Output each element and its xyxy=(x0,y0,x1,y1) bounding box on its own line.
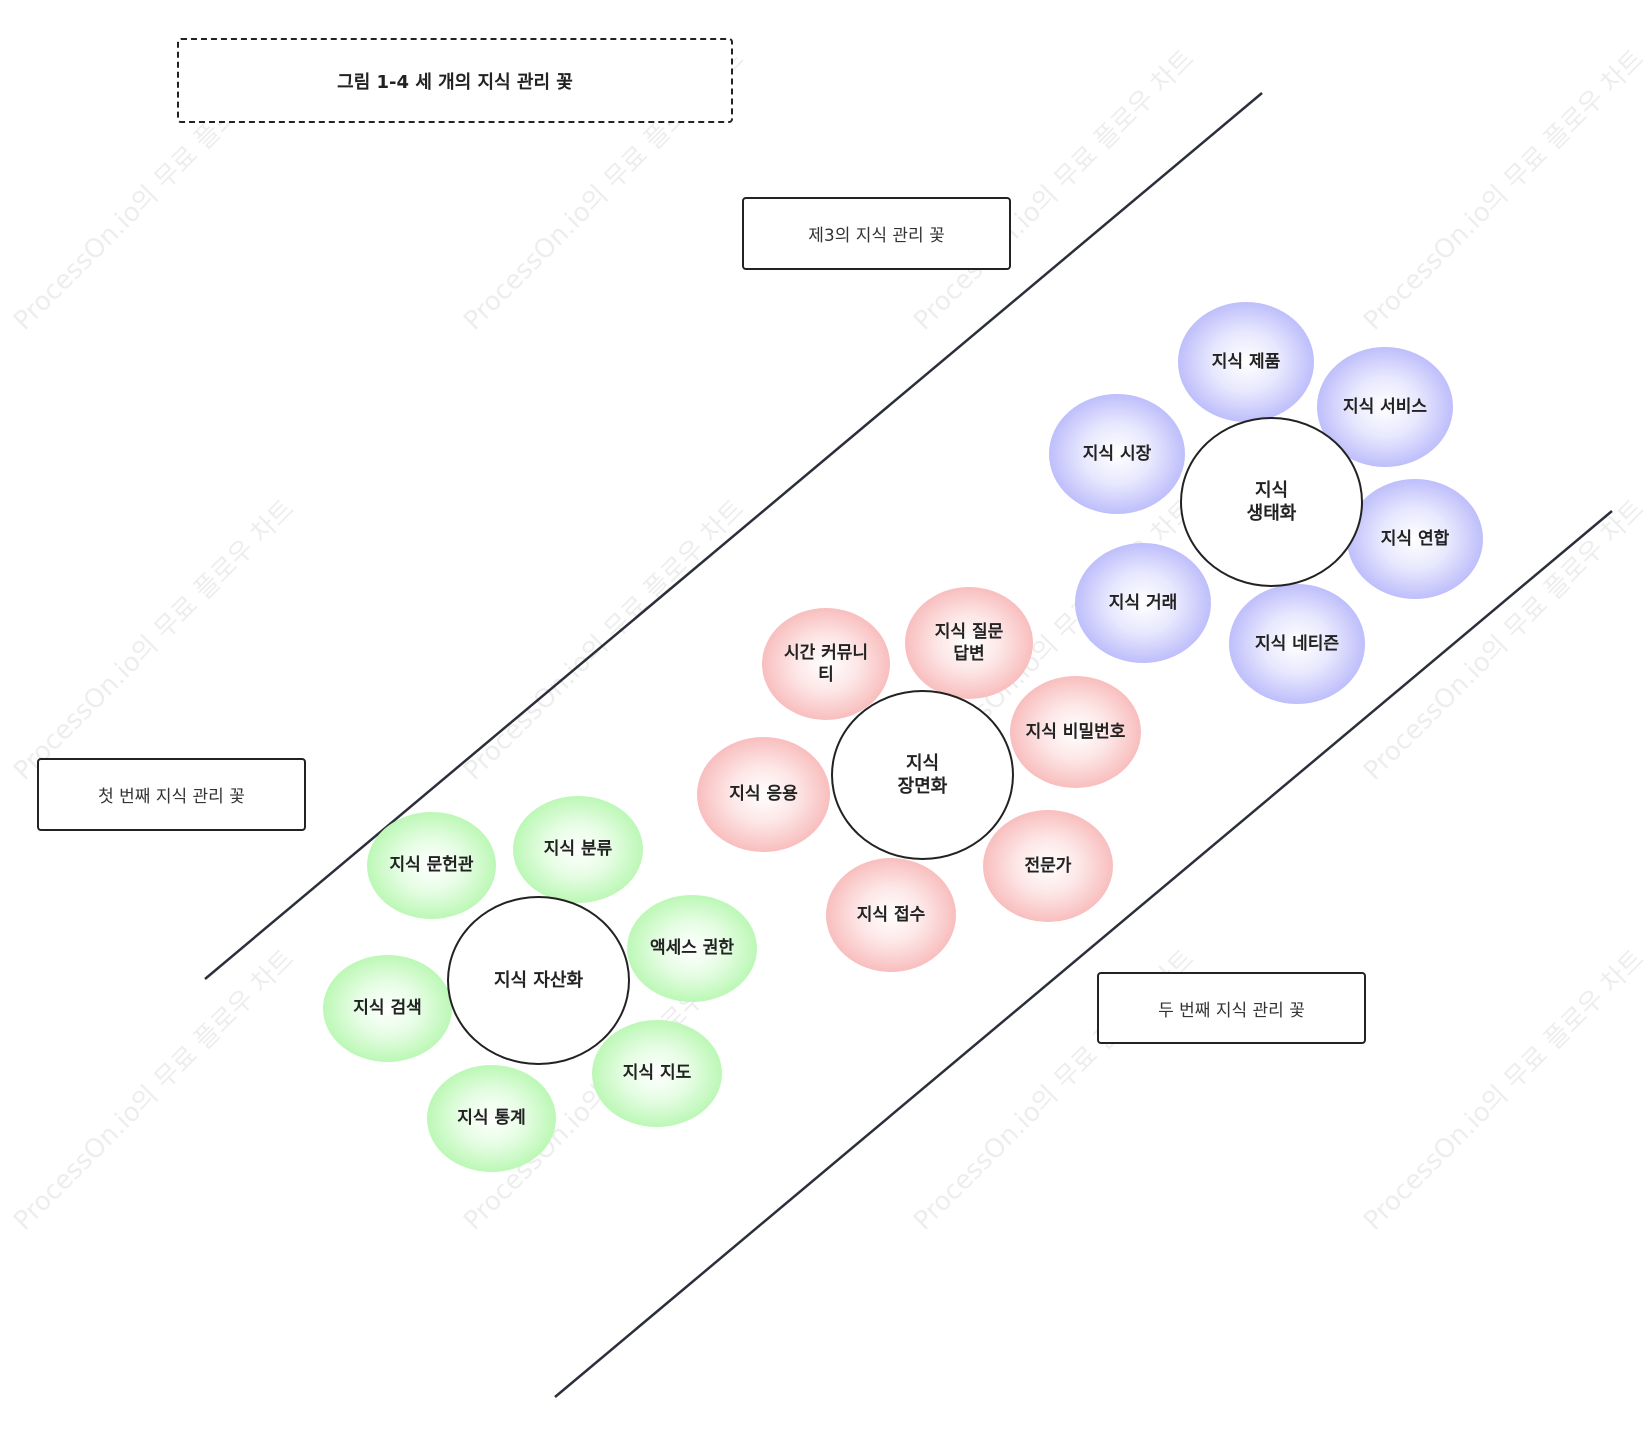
petal-knowledge-netizen[interactable]: 지식 네티즌 xyxy=(1229,584,1365,704)
petal-knowledge-service[interactable]: 지식 서비스 xyxy=(1317,347,1453,467)
petal-knowledge-statistics[interactable]: 지식 통계 xyxy=(427,1065,556,1172)
petal-knowledge-application[interactable]: 지식 응용 xyxy=(697,737,830,852)
petal-knowledge-map[interactable]: 지식 지도 xyxy=(592,1020,722,1127)
petal-time-community[interactable]: 시간 커뮤니티 xyxy=(762,608,890,720)
petal-knowledge-reception[interactable]: 지식 접수 xyxy=(826,858,956,972)
center-knowledge-scenarization[interactable]: 지식 장면화 xyxy=(831,690,1014,860)
first-flower-label: 첫 번째 지식 관리 꽃 xyxy=(37,758,306,831)
figure-title: 그림 1-4 세 개의 지식 관리 꽃 xyxy=(177,38,733,123)
petal-knowledge-trade[interactable]: 지식 거래 xyxy=(1075,543,1211,663)
petal-knowledge-qa[interactable]: 지식 질문 답변 xyxy=(905,587,1033,699)
petal-knowledge-federation[interactable]: 지식 연합 xyxy=(1347,479,1483,599)
center-knowledge-assetization[interactable]: 지식 자산화 xyxy=(447,896,630,1065)
petal-knowledge-classification[interactable]: 지식 분류 xyxy=(513,796,643,903)
petal-access-rights[interactable]: 액세스 권한 xyxy=(627,895,757,1002)
petal-knowledge-market[interactable]: 지식 시장 xyxy=(1049,394,1185,514)
petal-expert[interactable]: 전문가 xyxy=(983,810,1113,922)
petal-knowledge-literature[interactable]: 지식 문헌관 xyxy=(367,812,496,919)
second-flower-label: 두 번째 지식 관리 꽃 xyxy=(1097,972,1366,1044)
third-flower-label: 제3의 지식 관리 꽃 xyxy=(742,197,1011,270)
petal-knowledge-password[interactable]: 지식 비밀번호 xyxy=(1010,676,1141,788)
lower-diagonal-line xyxy=(554,510,1613,1398)
petal-knowledge-search[interactable]: 지식 검색 xyxy=(323,955,452,1062)
center-knowledge-ecologization[interactable]: 지식 생태화 xyxy=(1180,417,1363,587)
petal-knowledge-product[interactable]: 지식 제품 xyxy=(1178,302,1314,422)
